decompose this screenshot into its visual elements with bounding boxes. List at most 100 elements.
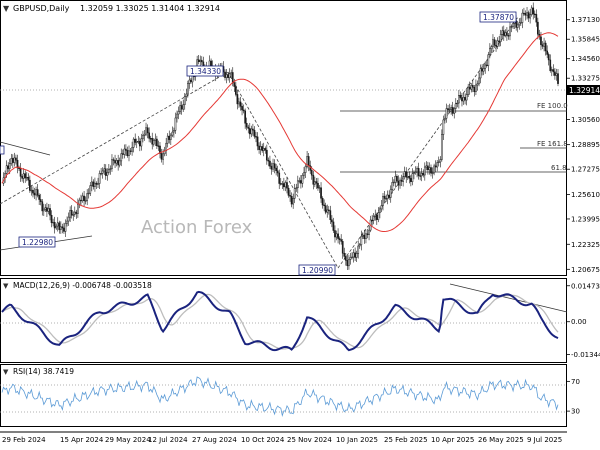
candle-body: [516, 24, 519, 28]
candle-body: [253, 129, 256, 137]
macd-line: [1, 290, 559, 352]
candle-body: [530, 7, 533, 15]
candle-body: [391, 182, 394, 190]
candle-body: [131, 147, 133, 152]
candle-body: [171, 131, 174, 136]
candle-body: [329, 210, 332, 221]
candle-body: [527, 12, 530, 19]
candle-body: [142, 135, 144, 140]
candle-body: [541, 44, 544, 47]
candle-body: [439, 159, 442, 163]
candle-body: [242, 109, 245, 112]
price-label-1-22980: 1.22980: [18, 236, 56, 248]
candle-body: [430, 167, 432, 174]
candle-body: [73, 211, 76, 215]
candle-body: [38, 195, 41, 200]
candle-body: [8, 163, 11, 169]
axis-tick-label: 1.28895: [571, 141, 600, 149]
candle-body: [36, 189, 39, 196]
candle-body: [396, 176, 398, 182]
price-label-1-37870: 1.37870: [479, 11, 517, 23]
axis-tick-label: 1.34560: [571, 55, 600, 63]
watermark: Action Forex: [141, 217, 253, 238]
candle-body: [233, 82, 236, 87]
candle-body: [154, 138, 157, 141]
candle-body: [108, 168, 110, 173]
axis-tick-label: -0.013442: [571, 351, 600, 359]
candle-body: [417, 168, 420, 176]
candle-body: [478, 77, 480, 85]
candle-body: [101, 170, 104, 174]
time-label: 25 Feb 2025: [384, 436, 428, 444]
candle-body: [341, 241, 344, 254]
candle-body: [125, 148, 127, 151]
candle-body: [540, 36, 542, 45]
candle-body: [103, 168, 106, 172]
time-label: 10 Apr 2025: [431, 436, 474, 444]
candle-body: [132, 138, 135, 148]
candle-body: [467, 86, 470, 95]
candle-body: [199, 59, 202, 63]
time-label: 29 May 2024: [105, 436, 151, 444]
candle-body: [533, 13, 536, 15]
candle-body: [121, 153, 124, 155]
chart-header-ohlc: 1.32059 1.33025 1.31404 1.32914: [80, 4, 220, 13]
candle-body: [117, 160, 120, 166]
candle-body: [544, 42, 547, 52]
candle-body: [61, 226, 64, 229]
candle-body: [29, 179, 31, 191]
candle-body: [39, 199, 42, 202]
collapse-arrow-icon[interactable]: ▼: [3, 282, 9, 290]
candle-body: [346, 260, 349, 267]
candle-body: [86, 193, 89, 201]
candle-body: [188, 79, 191, 84]
candle-body: [176, 113, 178, 119]
candle-body: [360, 235, 363, 246]
candle-body: [555, 73, 558, 76]
candle-body: [425, 165, 428, 168]
candle-body: [248, 128, 251, 135]
collapse-arrow-icon[interactable]: ▼: [3, 368, 9, 376]
candle-body: [64, 223, 67, 232]
candle-body: [292, 198, 295, 205]
collapse-arrow-icon[interactable]: ▼: [3, 4, 10, 13]
candle-body: [157, 145, 160, 147]
candle-body: [323, 204, 325, 207]
candle-body: [535, 14, 538, 23]
candle-body: [300, 180, 302, 184]
candle-body: [60, 226, 62, 230]
candle-body: [95, 182, 98, 185]
candle-body: [143, 133, 146, 136]
candle-body: [252, 128, 254, 131]
candle-body: [304, 166, 307, 173]
candle-body: [18, 167, 20, 170]
candle-body: [358, 244, 361, 247]
candle-body: [295, 187, 298, 189]
candle-body: [331, 219, 333, 223]
candle-body: [241, 106, 243, 111]
candle-body: [428, 167, 431, 171]
candle-body: [258, 145, 260, 150]
current-price-tag: 1.32914: [567, 85, 600, 95]
candle-body: [92, 181, 95, 187]
candle-body: [89, 185, 92, 194]
candle-body: [145, 127, 147, 135]
axis-tick-label: 0.014734: [571, 282, 600, 290]
candle-body: [476, 83, 479, 86]
time-label: 29 Feb 2024: [2, 436, 46, 444]
candle-body: [423, 166, 426, 176]
candle-body: [389, 188, 392, 198]
candle-body: [134, 138, 137, 143]
candle-body: [340, 239, 343, 242]
candle-body: [379, 208, 381, 213]
candle-body: [382, 195, 384, 206]
candle-body: [481, 68, 483, 72]
candle-body: [366, 233, 369, 235]
candle-body: [405, 171, 408, 178]
candle-body: [397, 180, 400, 186]
candle-body: [16, 159, 19, 169]
candle-body: [521, 12, 524, 23]
candle-body: [554, 71, 556, 76]
candle-body: [179, 105, 181, 112]
candle-body: [303, 172, 305, 176]
